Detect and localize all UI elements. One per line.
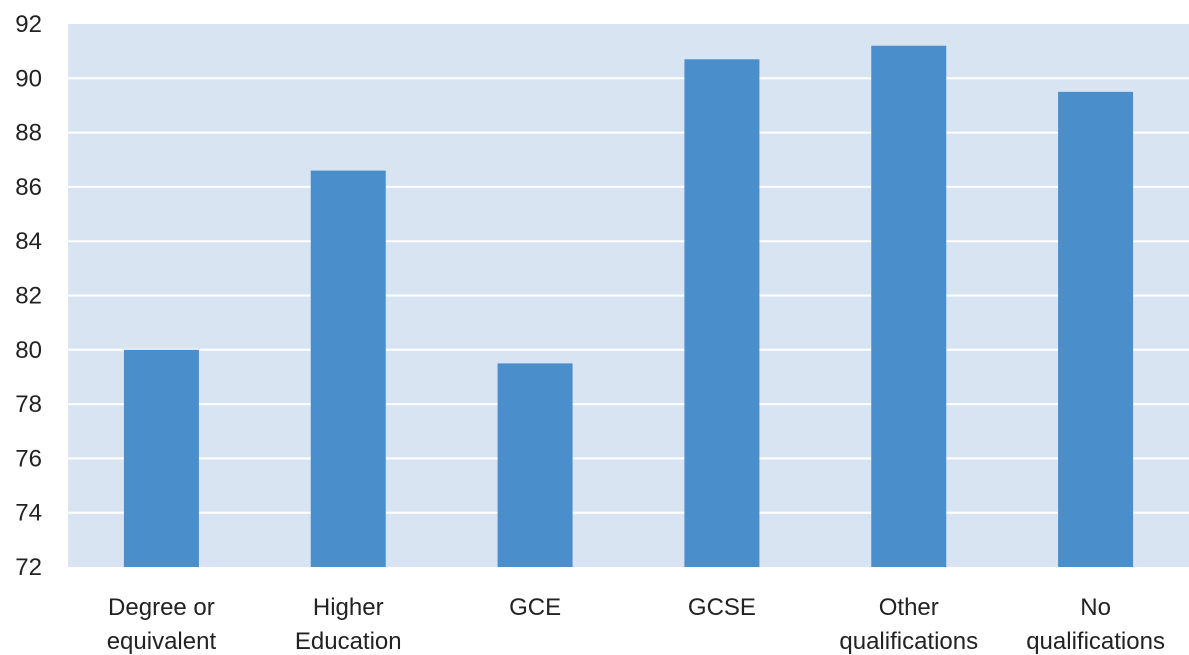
x-category-label: No qualifications	[1026, 594, 1165, 655]
y-tick-label: 82	[15, 283, 42, 310]
y-tick-label: 86	[15, 174, 42, 201]
y-tick-label: 72	[15, 554, 42, 581]
y-tick-label: 92	[15, 11, 42, 38]
bar	[310, 170, 386, 568]
x-category-label: GCSE	[688, 594, 756, 621]
x-category-label: GCE	[509, 594, 561, 621]
x-axis-labels: Degree or equivalent Higher Education GCE GCS…	[107, 594, 1165, 655]
gridlines	[68, 77, 1189, 514]
y-tick-label: 80	[15, 337, 42, 364]
y-tick-label: 88	[15, 120, 42, 147]
y-tick-label: 74	[15, 500, 42, 527]
bar	[871, 45, 947, 568]
bar	[1058, 91, 1134, 567]
bars	[123, 45, 1134, 568]
y-axis-ticks: 72 74 76 78 80 82 84 86 88 90 92	[15, 11, 42, 581]
y-tick-label: 78	[15, 391, 42, 418]
y-tick-label: 76	[15, 445, 42, 472]
y-tick-label: 90	[15, 65, 42, 92]
x-category-label: Other qualifications	[839, 594, 978, 655]
x-category-label: Degree or equivalent	[107, 594, 217, 655]
bar	[497, 363, 573, 567]
x-category-label: Higher Education	[295, 594, 402, 655]
bar	[123, 349, 199, 567]
y-tick-label: 84	[15, 228, 42, 255]
bar	[684, 59, 760, 568]
